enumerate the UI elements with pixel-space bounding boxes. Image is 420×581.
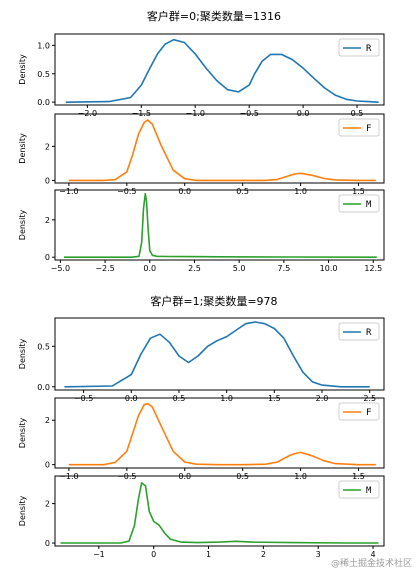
x-tick-label: 0 — [151, 550, 156, 559]
y-tick-label: 1.0 — [37, 41, 50, 50]
x-tick-label: 12.5 — [364, 264, 382, 273]
x-tick-label: −5.0 — [51, 264, 70, 273]
x-tick-label: 3 — [316, 550, 321, 559]
y-axis-label: Density — [18, 339, 27, 370]
legend-label: F — [366, 124, 371, 134]
x-tick-label: 4 — [370, 550, 375, 559]
legend: R — [338, 38, 380, 57]
plot-frame — [54, 33, 385, 106]
legend-label: F — [366, 408, 371, 418]
legend: R — [338, 322, 380, 341]
legend: F — [338, 118, 380, 137]
legend: F — [338, 402, 380, 421]
y-axis-label: Density — [18, 496, 27, 527]
x-tick-label: 2 — [261, 550, 266, 559]
density-curve-f — [68, 119, 376, 182]
watermark: @稀土掘金技术社区 — [331, 557, 412, 569]
y-tick-label: 0 — [45, 253, 50, 262]
density-curve-f — [68, 402, 376, 466]
legend-label: M — [366, 200, 372, 210]
x-tick-label: −2.5 — [95, 264, 114, 273]
plot-frame — [54, 397, 385, 469]
x-tick-label: 1.0 — [294, 187, 307, 196]
plot-frame — [54, 189, 385, 261]
y-tick-label: 0 — [45, 539, 50, 548]
legend: M — [338, 480, 380, 499]
x-tick-label: −0.5 — [117, 187, 136, 196]
x-tick-label: 1.5 — [352, 187, 365, 196]
plot-frame — [54, 475, 385, 547]
plot-frame — [54, 317, 385, 391]
density-panel-2: −5.0 −2.5 0.0 2.5 5.0 7.5 10.0 12.5 0 2 Density M — [18, 189, 385, 273]
y-axis-label: Density — [18, 133, 27, 164]
x-tick-label: 7.5 — [278, 264, 291, 273]
density-panel-5: −1 0 1 2 3 4 0 2 Density M — [18, 475, 385, 559]
y-tick-label: 2 — [45, 416, 50, 425]
x-tick-label: 10.0 — [320, 264, 338, 273]
y-tick-label: 0.5 — [37, 70, 50, 79]
legend-label: M — [366, 486, 372, 496]
x-tick-label: 0.0 — [178, 187, 191, 196]
y-axis-label: Density — [18, 210, 27, 241]
x-tick-label: 2.5 — [188, 264, 201, 273]
y-tick-label: 2 — [45, 500, 50, 509]
x-tick-label: 0.5 — [236, 187, 249, 196]
y-tick-label: 2 — [45, 142, 50, 151]
y-axis-label: Density — [18, 54, 27, 85]
density-panel-1: −1.0 −0.5 0.0 0.5 1.0 1.5 0 2 Density F — [18, 113, 385, 196]
panels: −2.0 −1.5 −1.0 −0.5 0.0 0.50.00.51.0DensityR−… — [18, 33, 385, 559]
y-tick-label: 0.0 — [37, 383, 50, 392]
x-tick-label: −1.0 — [59, 187, 78, 196]
density-curve-r — [64, 321, 370, 388]
x-tick-label: 1 — [206, 550, 211, 559]
group0-title: 客户群=0;聚类数量=1316 — [147, 9, 281, 23]
legend: M — [338, 194, 380, 213]
x-tick-label: 5.0 — [233, 264, 246, 273]
y-tick-label: 0 — [45, 176, 50, 185]
y-tick-label: 2 — [45, 216, 50, 225]
x-tick-label: 0.0 — [143, 264, 156, 273]
plot-frame — [54, 113, 385, 184]
y-axis-label: Density — [18, 418, 27, 449]
x-tick-label: −1 — [93, 550, 105, 559]
density-curve-m — [60, 482, 379, 544]
legend-label: R — [366, 328, 372, 338]
density-curve-r — [65, 38, 379, 103]
legend-label: R — [366, 44, 372, 54]
y-tick-label: 0 — [45, 461, 50, 470]
density-curve-m — [63, 192, 377, 258]
y-tick-label: 0.0 — [37, 98, 50, 107]
y-tick-label: 0.5 — [37, 342, 50, 351]
group1-title: 客户群=1;聚类数量=978 — [150, 294, 277, 308]
